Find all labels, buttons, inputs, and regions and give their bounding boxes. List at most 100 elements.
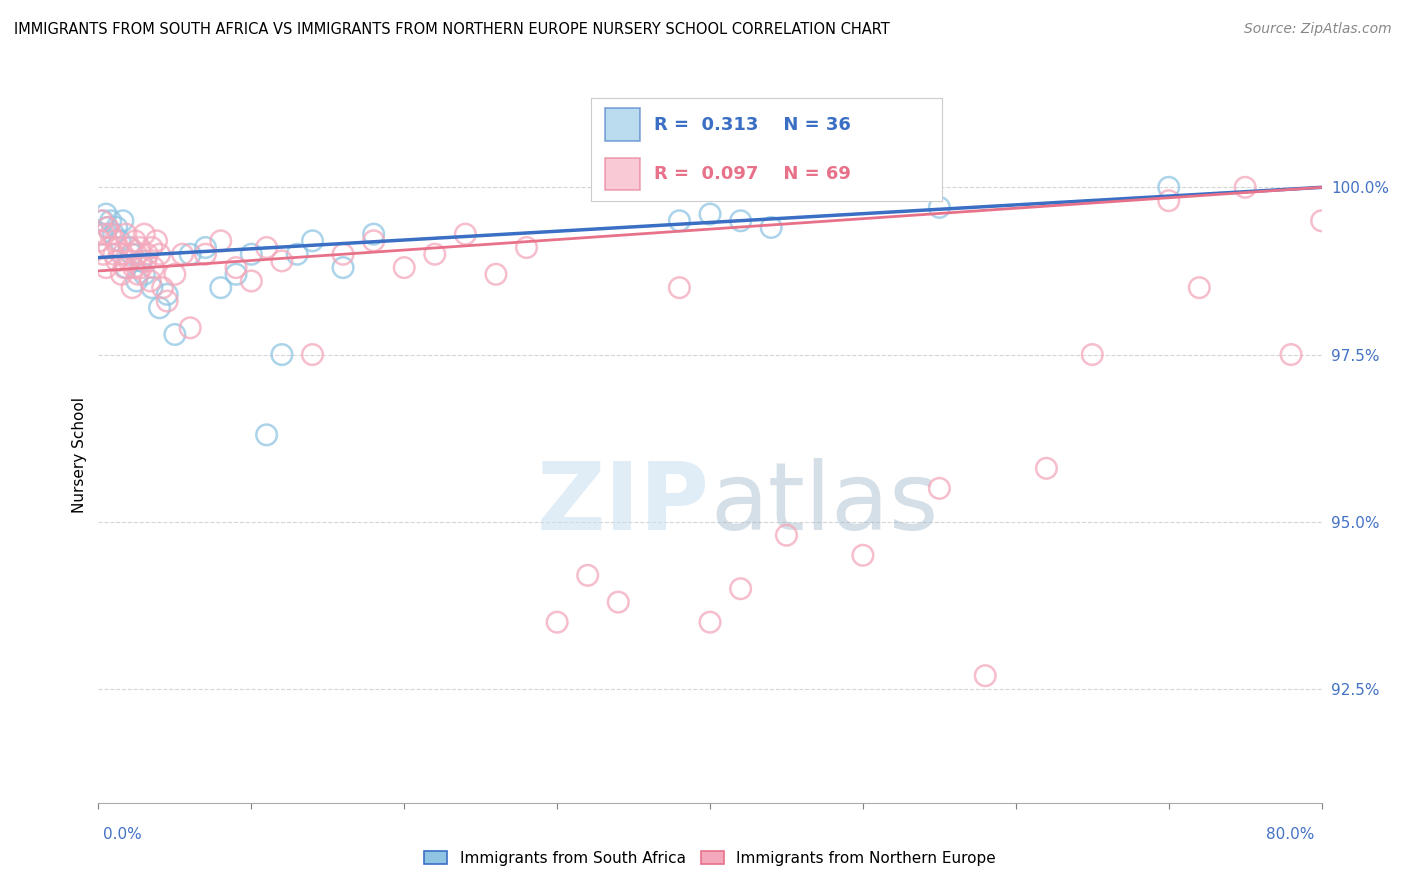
Point xyxy=(103,227,125,242)
Point xyxy=(129,253,152,268)
Point xyxy=(852,549,875,563)
Point xyxy=(1310,214,1333,228)
Point xyxy=(105,253,128,268)
Point xyxy=(1081,348,1104,362)
Point xyxy=(89,234,111,248)
Bar xyxy=(605,158,640,190)
Point xyxy=(1279,348,1302,362)
Legend: Immigrants from South Africa, Immigrants from Northern Europe: Immigrants from South Africa, Immigrants… xyxy=(418,845,1002,871)
Point xyxy=(127,268,149,282)
Point xyxy=(256,428,278,442)
Point xyxy=(423,247,446,261)
Point xyxy=(928,482,950,496)
Point xyxy=(775,528,797,542)
Point xyxy=(115,227,138,242)
Point xyxy=(1035,461,1057,475)
Point xyxy=(363,227,385,242)
Text: atlas: atlas xyxy=(710,458,938,549)
Point xyxy=(363,234,385,248)
Point xyxy=(111,214,134,228)
Point xyxy=(97,220,120,235)
Point xyxy=(454,227,477,242)
Text: R =  0.097    N = 69: R = 0.097 N = 69 xyxy=(654,165,851,183)
Point xyxy=(256,241,278,255)
Point xyxy=(240,274,263,288)
Point xyxy=(134,268,156,282)
Point xyxy=(121,281,143,295)
Point xyxy=(90,227,112,242)
Text: 0.0%: 0.0% xyxy=(103,827,142,841)
Point xyxy=(225,268,247,282)
Point xyxy=(110,268,132,282)
Point xyxy=(974,669,997,683)
Y-axis label: Nursery School: Nursery School xyxy=(72,397,87,513)
Point xyxy=(1157,194,1180,208)
Point xyxy=(105,220,128,235)
Point xyxy=(392,260,416,275)
Point xyxy=(1157,180,1180,194)
Point xyxy=(129,260,152,275)
Point xyxy=(100,227,122,242)
Point xyxy=(761,220,783,235)
Point xyxy=(145,234,167,248)
Point xyxy=(98,241,121,255)
Point xyxy=(90,214,112,228)
Point xyxy=(668,281,690,295)
Point xyxy=(108,234,131,248)
Point xyxy=(1234,180,1257,194)
Point xyxy=(332,247,354,261)
Point xyxy=(121,247,143,261)
Point xyxy=(172,247,194,261)
Point xyxy=(139,274,162,288)
Point xyxy=(118,241,141,255)
Point xyxy=(194,241,217,255)
Point xyxy=(91,214,114,228)
Point xyxy=(332,260,354,275)
Point xyxy=(928,201,950,215)
Point xyxy=(142,260,165,275)
Bar xyxy=(605,108,640,141)
Point xyxy=(699,615,721,630)
Point xyxy=(122,260,145,275)
Point xyxy=(128,241,150,255)
Point xyxy=(301,234,323,248)
Point xyxy=(125,247,148,261)
Point xyxy=(1188,281,1211,295)
Point xyxy=(546,615,568,630)
Point xyxy=(141,281,163,295)
Point xyxy=(104,234,127,248)
Point xyxy=(111,247,134,261)
Point xyxy=(699,207,721,221)
Point xyxy=(225,260,247,275)
Point xyxy=(163,327,186,342)
Point xyxy=(135,253,157,268)
Text: 80.0%: 80.0% xyxy=(1267,827,1315,841)
Text: ZIP: ZIP xyxy=(537,458,710,549)
Point xyxy=(240,247,263,261)
Point xyxy=(209,281,232,295)
Text: R =  0.313    N = 36: R = 0.313 N = 36 xyxy=(654,116,851,134)
Text: Source: ZipAtlas.com: Source: ZipAtlas.com xyxy=(1244,22,1392,37)
Point xyxy=(270,253,294,268)
Point xyxy=(134,227,156,242)
Point xyxy=(607,595,630,609)
Point xyxy=(576,568,599,582)
Point xyxy=(120,241,142,255)
Point xyxy=(285,247,308,261)
Point xyxy=(194,247,217,261)
Point xyxy=(301,348,323,362)
Point xyxy=(730,214,752,228)
Point xyxy=(179,321,201,335)
Point xyxy=(115,260,138,275)
Point xyxy=(209,234,232,248)
Point xyxy=(149,247,172,261)
Point xyxy=(141,241,163,255)
Point xyxy=(100,214,122,228)
Point xyxy=(668,214,690,228)
Point xyxy=(94,260,117,275)
Point xyxy=(94,207,117,221)
Text: IMMIGRANTS FROM SOUTH AFRICA VS IMMIGRANTS FROM NORTHERN EUROPE NURSERY SCHOOL C: IMMIGRANTS FROM SOUTH AFRICA VS IMMIGRAN… xyxy=(14,22,890,37)
Point xyxy=(163,268,186,282)
Point xyxy=(516,241,538,255)
Point xyxy=(103,247,125,261)
